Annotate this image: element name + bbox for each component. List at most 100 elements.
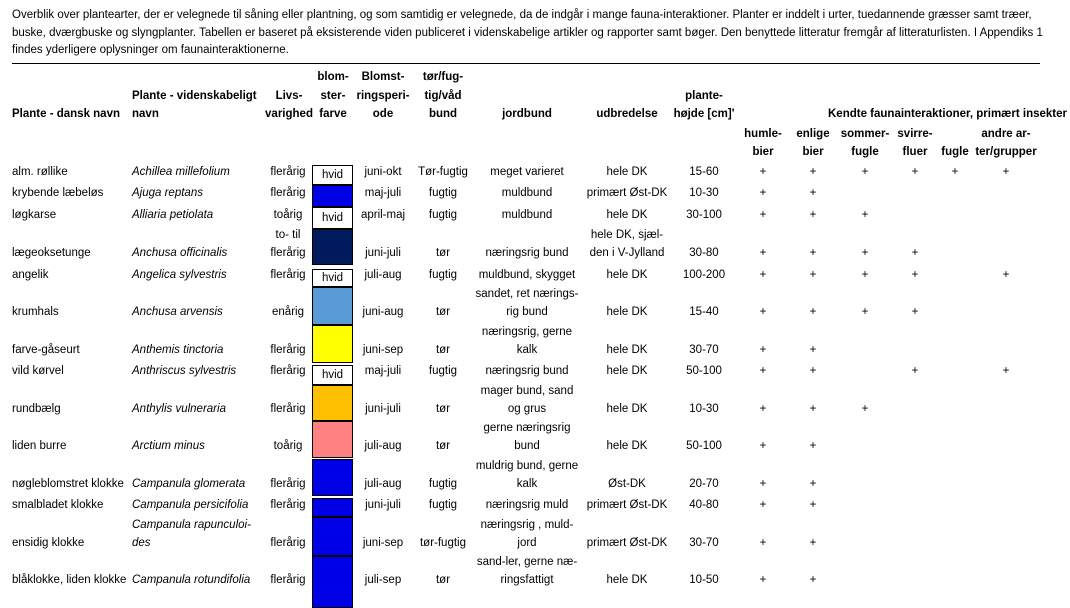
flower-color-label: hvid xyxy=(321,272,344,284)
row-jordbund: næringsrig muld xyxy=(485,499,569,511)
flower-color-swatch: hvid xyxy=(312,365,353,385)
header-bund: bund xyxy=(428,108,458,120)
row-udbredelse: Øst-DK xyxy=(608,478,646,490)
row-jordbund: kalk xyxy=(516,478,538,490)
row-fauna-mark: + xyxy=(911,269,919,281)
row-fauna-mark: + xyxy=(759,209,767,221)
row-fauna-mark: + xyxy=(1002,166,1010,178)
header-fauna-0: bier xyxy=(752,146,774,158)
row-jordbund: muldbund xyxy=(501,209,553,221)
row-videnskabeligt-navn: Campanula glomerata xyxy=(132,478,246,490)
row-plantehojde: 30-70 xyxy=(689,537,719,549)
header-livsvarighed: varighed xyxy=(265,108,313,120)
row-jordbund: ringsfattigt xyxy=(500,574,554,586)
row-udbredelse: den i V-Jylland xyxy=(589,247,665,259)
row-videnskabeligt-navn: Anthylis vulneraria xyxy=(132,403,226,415)
header-videnskabeligt-navn: navn xyxy=(132,108,159,120)
row-livsvarighed: flerårig xyxy=(270,187,306,199)
row-dansk-navn: farve-gåseurt xyxy=(12,344,80,356)
row-jordbund: gerne næringsrig xyxy=(483,421,571,434)
row-udbredelse: primært Øst-DK xyxy=(586,187,668,199)
row-jordbund: meget varieret xyxy=(490,166,564,178)
header-rule xyxy=(12,63,1040,64)
row-fauna-mark: + xyxy=(759,269,767,281)
row-plantehojde: 30-70 xyxy=(689,344,719,356)
row-dansk-navn: liden burre xyxy=(12,440,67,452)
row-livsvarighed: flerårig xyxy=(270,574,306,586)
row-jordbund: muldrig bund, gerne xyxy=(475,459,579,472)
header-fauna-5: ter/grupper xyxy=(975,146,1037,158)
row-dansk-navn: krumhals xyxy=(12,306,59,318)
row-jordbund: næringsrig bund xyxy=(485,365,569,377)
header-plantehojde: højde [cm]' xyxy=(673,108,735,120)
row-fauna-mark: + xyxy=(809,344,817,356)
row-jordbund: og grus xyxy=(507,403,547,415)
row-bund: tør xyxy=(435,440,451,452)
header-livsvarighed: Livs- xyxy=(275,89,303,102)
row-videnskabeligt-navn: des xyxy=(132,537,151,549)
row-dansk-navn: smalbladet klokke xyxy=(12,499,104,511)
row-udbredelse: hele DK xyxy=(606,574,648,586)
row-livsvarighed: enårig xyxy=(272,306,304,318)
row-bund: tør xyxy=(435,574,451,586)
row-fauna-mark: + xyxy=(911,306,919,318)
header-blomstringsperiode: ringsperi- xyxy=(356,89,410,102)
row-blomstringsperiode: juni-sep xyxy=(362,344,404,356)
row-fauna-mark: + xyxy=(861,209,869,221)
flower-color-label: hvid xyxy=(321,212,344,224)
flower-color-swatch: hvid xyxy=(312,207,353,229)
row-fauna-mark: + xyxy=(759,440,767,452)
row-fauna-mark: + xyxy=(759,344,767,356)
row-fauna-mark: + xyxy=(759,247,767,259)
row-plantehojde: 10-50 xyxy=(689,574,719,586)
row-dansk-navn: vild kørvel xyxy=(12,365,64,377)
row-fauna-mark: + xyxy=(809,166,817,178)
row-fauna-mark: + xyxy=(809,574,817,586)
header-jordbund: jordbund xyxy=(502,108,552,120)
row-dansk-navn: ensidig klokke xyxy=(12,537,85,549)
header-fauna-4: fugle xyxy=(941,146,969,158)
row-plantehojde: 50-100 xyxy=(686,365,722,377)
row-fauna-mark: + xyxy=(759,403,767,415)
row-fauna-mark: + xyxy=(809,537,817,549)
row-videnskabeligt-navn: Anchusa officinalis xyxy=(132,247,228,259)
row-jordbund: muldbund, skygget xyxy=(478,269,576,281)
row-fauna-mark: + xyxy=(759,574,767,586)
header-fauna-2: fugle xyxy=(851,146,879,158)
row-fauna-mark: + xyxy=(911,166,919,178)
header-videnskabeligt-navn: Plante - videnskabeligt xyxy=(132,89,257,102)
row-blomstringsperiode: juni-aug xyxy=(362,306,404,318)
row-plantehojde: 100-200 xyxy=(682,269,726,281)
row-plantehojde: 10-30 xyxy=(689,187,719,199)
flower-color-swatch xyxy=(312,556,353,608)
row-bund: fugtig xyxy=(428,478,458,490)
row-udbredelse: hele DK xyxy=(606,166,648,178)
row-fauna-mark: + xyxy=(809,478,817,490)
header-blomsterfarve: blom- xyxy=(317,71,349,83)
row-jordbund: bund xyxy=(514,440,540,452)
row-fauna-mark: + xyxy=(1002,269,1010,281)
header-blomsterfarve: farve xyxy=(319,108,347,120)
row-videnskabeligt-navn: Campanula rapunculoi- xyxy=(132,518,251,531)
row-bund: tør xyxy=(435,247,451,259)
header-fauna-2: sommer- xyxy=(840,127,890,140)
header-bund: tig/våd xyxy=(424,89,462,102)
header-plantehojde: plante- xyxy=(685,89,723,102)
row-bund: fugtig xyxy=(428,365,458,377)
row-jordbund: jord xyxy=(517,537,537,549)
row-plantehojde: 15-60 xyxy=(689,166,719,178)
header-fauna-0: humle- xyxy=(744,127,782,140)
row-jordbund: rig bund xyxy=(506,306,548,318)
row-udbredelse: hele DK xyxy=(606,440,648,452)
row-fauna-mark: + xyxy=(759,499,767,511)
row-blomstringsperiode: juni-juli xyxy=(365,247,401,259)
header-fauna-5: andre ar- xyxy=(981,127,1031,140)
row-bund: tør xyxy=(435,344,451,356)
header-blomsterfarve: ster- xyxy=(320,89,346,102)
header-udbredelse: udbredelse xyxy=(596,108,658,120)
flower-color-swatch xyxy=(312,517,353,556)
row-bund: fugtig xyxy=(428,209,458,221)
row-dansk-navn: krybende læbeløs xyxy=(12,187,104,199)
row-udbredelse: primært Øst-DK xyxy=(586,537,668,549)
row-jordbund: mager bund, sand xyxy=(480,384,574,397)
